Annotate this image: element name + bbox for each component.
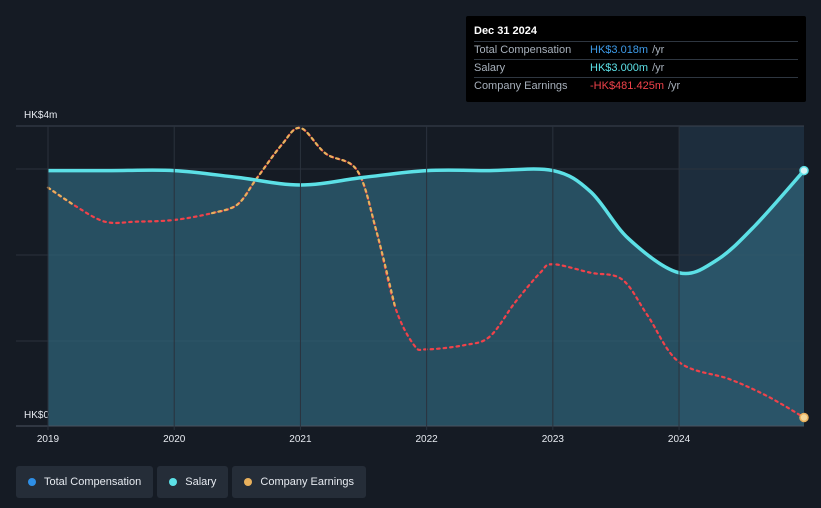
- tooltip-unit: /yr: [652, 44, 665, 56]
- legend-item-total-compensation[interactable]: Total Compensation: [16, 466, 154, 498]
- salary-line: [47, 167, 806, 276]
- earnings-end-marker[interactable]: [799, 412, 809, 423]
- x-tick-label: 2021: [289, 434, 312, 445]
- tooltip-unit: /yr: [668, 80, 681, 92]
- x-tick-label: 2019: [37, 434, 60, 445]
- legend-label: Salary: [185, 476, 217, 488]
- company-earnings-positive-line: [46, 126, 397, 308]
- tooltip-row-total: Total Compensation HK$3.018m /yr: [474, 42, 798, 60]
- tooltip-value: -HK$481.425m: [590, 80, 664, 92]
- x-tick-label: 2024: [668, 434, 691, 445]
- legend-item-company-earnings[interactable]: Company Earnings: [232, 466, 366, 498]
- tooltip-value: HK$3.000m: [590, 62, 649, 74]
- y-axis-max-label: HK$4m: [24, 110, 57, 121]
- tooltip-label: Salary: [474, 62, 506, 74]
- tooltip-label: Total Compensation: [474, 44, 572, 56]
- x-tick-label: 2022: [416, 434, 439, 445]
- legend-item-salary[interactable]: Salary: [157, 466, 229, 498]
- tooltip-date: Dec 31 2024: [474, 24, 798, 42]
- y-axis-min-label: HK$0: [24, 410, 49, 421]
- legend: Total Compensation Salary Company Earnin…: [16, 466, 366, 498]
- legend-dot-icon: [28, 478, 36, 486]
- tooltip-row-salary: Salary HK$3.000m /yr: [474, 60, 798, 78]
- legend-label: Company Earnings: [260, 476, 354, 488]
- legend-dot-icon: [244, 478, 253, 486]
- tooltip-row-earnings: Company Earnings -HK$481.425m /yr: [474, 78, 798, 95]
- x-axis-ticks: 2019 2020 2021 2022 2023 2024: [37, 126, 691, 445]
- tooltip-unit: /yr: [652, 62, 665, 74]
- salary-end-marker[interactable]: [799, 165, 809, 176]
- total-compensation-area: [48, 168, 804, 427]
- x-tick-label: 2020: [163, 434, 186, 445]
- tooltip-label: Company Earnings: [474, 80, 568, 92]
- tooltip: Dec 31 2024 Total Compensation HK$3.018m…: [466, 16, 806, 102]
- tooltip-value: HK$3.018m: [590, 44, 649, 56]
- company-earnings-line: [46, 126, 806, 419]
- legend-dot-icon: [169, 478, 178, 486]
- legend-label: Total Compensation: [44, 476, 142, 488]
- x-tick-label: 2023: [542, 434, 565, 445]
